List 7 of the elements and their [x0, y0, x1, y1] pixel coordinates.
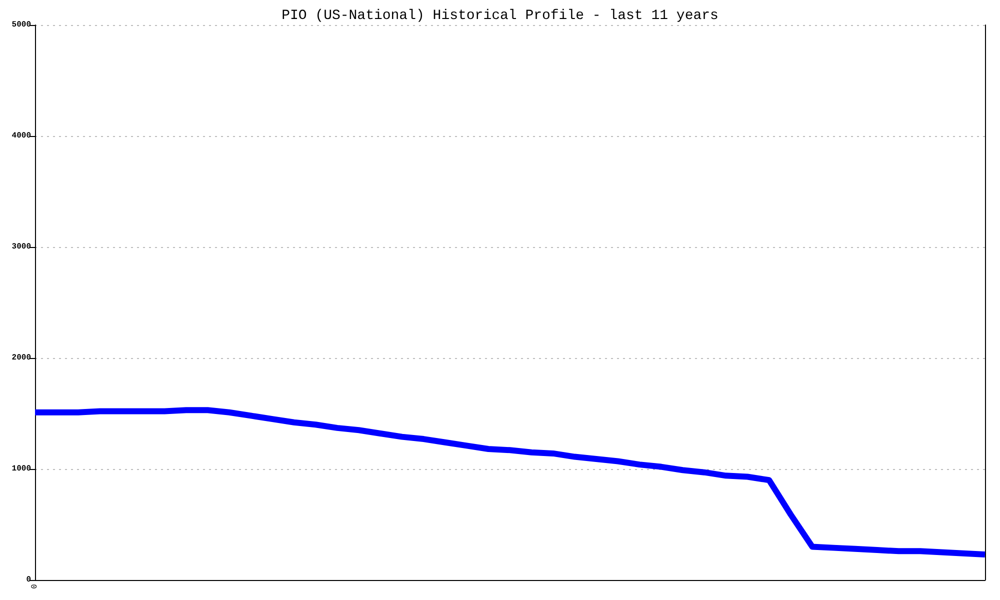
chart-title: PIO (US-National) Historical Profile - last 11 years	[282, 8, 718, 24]
y-tick-label: 1000	[12, 464, 32, 474]
y-tick-label: 4000	[12, 132, 32, 140]
y-tick-label: 2000	[12, 354, 32, 362]
y-tick-label: 5000	[12, 20, 32, 30]
y-tick-label: 3000	[12, 242, 32, 252]
category-label: 0	[30, 584, 40, 589]
